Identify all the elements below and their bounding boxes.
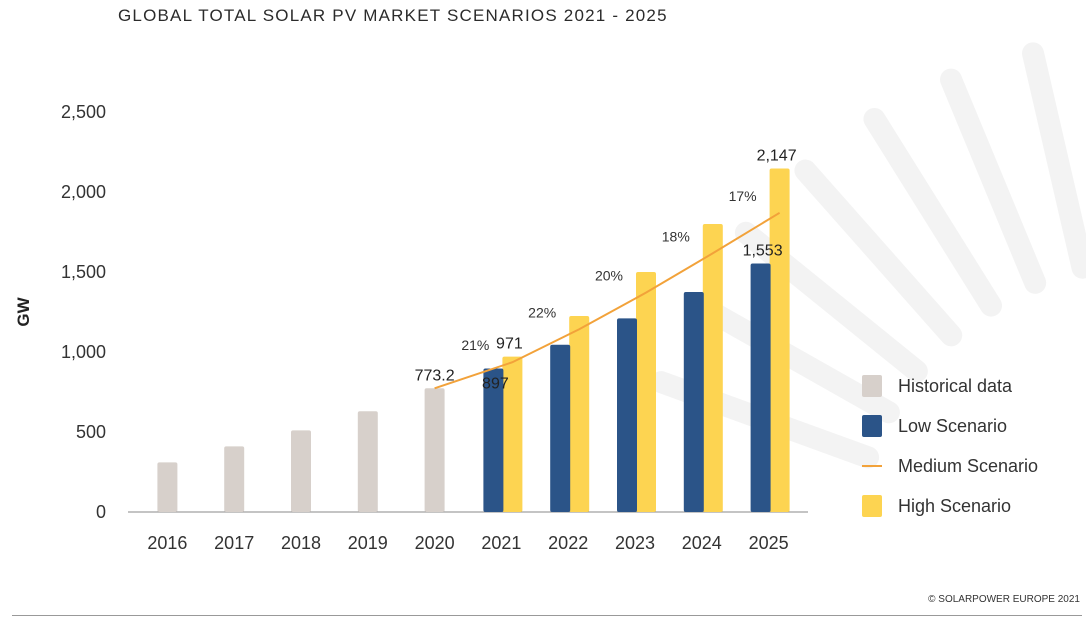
sunburst-ray bbox=[794, 159, 963, 347]
bar-low-scenario bbox=[483, 368, 504, 512]
growth-rate-label: 21% bbox=[461, 337, 489, 353]
bar-low-scenario bbox=[683, 292, 704, 512]
bar-high-scenario bbox=[769, 168, 790, 513]
legend-label-low: Low Scenario bbox=[898, 415, 1008, 436]
legend-swatch-low bbox=[862, 415, 882, 437]
data-label: 773.2 bbox=[415, 367, 455, 384]
growth-rate-label: 17% bbox=[729, 188, 757, 204]
legend-swatch-medium bbox=[862, 465, 882, 467]
bar-low-scenario bbox=[617, 318, 637, 512]
x-tick-label: 2024 bbox=[682, 533, 722, 553]
sunburst-ray bbox=[863, 108, 1003, 317]
x-tick-label: 2016 bbox=[147, 533, 187, 553]
sunburst-ray bbox=[1022, 42, 1086, 279]
y-tick-label: 1,500 bbox=[61, 262, 106, 282]
y-tick-label: 2,000 bbox=[61, 182, 106, 202]
legend-item-historical: Historical data bbox=[862, 366, 1038, 406]
footer-divider bbox=[12, 615, 1082, 616]
y-tick-label: 2,500 bbox=[61, 102, 106, 122]
bar-historical bbox=[424, 388, 445, 512]
data-label: 971 bbox=[496, 336, 523, 353]
legend-item-high: High Scenario bbox=[862, 486, 1038, 526]
legend-label-historical: Historical data bbox=[898, 375, 1013, 396]
x-tick-label: 2020 bbox=[415, 533, 455, 553]
bar-historical bbox=[291, 430, 311, 512]
y-tick-label: 1,000 bbox=[61, 342, 106, 362]
growth-rate-label: 20% bbox=[595, 268, 623, 284]
growth-rate-label: 18% bbox=[662, 228, 690, 244]
y-axis: 0 500 1,000 1,500 2,000 2,500 GW bbox=[14, 102, 106, 522]
data-labels-group: 773.2 971 897 2,147 1,553 bbox=[415, 147, 797, 392]
bar-low-scenario bbox=[550, 344, 571, 512]
x-tick-label: 2023 bbox=[615, 533, 655, 553]
bar-high-scenario bbox=[636, 272, 656, 512]
x-axis: 2016 2017 2018 2019 2020 2021 2022 2023 2024 2025 bbox=[128, 511, 808, 553]
x-tick-label: 2022 bbox=[548, 533, 588, 553]
copyright-text: © SOLARPOWER EUROPE 2021 bbox=[928, 594, 1080, 605]
legend-label-high: High Scenario bbox=[898, 495, 1012, 516]
medium-scenario-line-group: 21% 22% 20% 18% 17% bbox=[434, 188, 781, 390]
bar-high-scenario bbox=[702, 224, 723, 512]
y-tick-label: 500 bbox=[76, 422, 106, 442]
x-tick-label: 2017 bbox=[214, 533, 254, 553]
data-label: 897 bbox=[482, 375, 509, 392]
y-axis-label: GW bbox=[14, 296, 33, 326]
bar-historical bbox=[157, 462, 178, 512]
legend-label-medium: Medium Scenario bbox=[898, 455, 1039, 476]
medium-scenario-line bbox=[434, 211, 781, 390]
y-tick-label: 0 bbox=[96, 502, 106, 522]
x-tick-label: 2025 bbox=[749, 533, 789, 553]
bar-high-scenario bbox=[502, 356, 523, 512]
legend-swatch-high bbox=[862, 495, 882, 517]
x-tick-label: 2019 bbox=[348, 533, 388, 553]
x-tick-label: 2018 bbox=[281, 533, 321, 553]
data-label: 1,553 bbox=[743, 243, 783, 260]
growth-rate-label: 22% bbox=[528, 304, 556, 320]
bar-high-scenario bbox=[569, 316, 590, 512]
sunburst-ray bbox=[940, 68, 1047, 294]
bars-group bbox=[157, 168, 790, 513]
bar-low-scenario bbox=[750, 263, 771, 512]
legend-item-low: Low Scenario bbox=[862, 406, 1038, 446]
bar-historical bbox=[224, 446, 245, 512]
bar-historical bbox=[357, 411, 378, 512]
legend: Historical data Low Scenario Medium Scen… bbox=[862, 366, 1038, 526]
data-label: 2,147 bbox=[757, 147, 797, 164]
legend-item-medium: Medium Scenario bbox=[862, 446, 1038, 486]
sunburst-ray bbox=[686, 292, 900, 424]
x-tick-label: 2021 bbox=[481, 533, 521, 553]
legend-swatch-historical bbox=[862, 375, 882, 397]
chart-title: GLOBAL TOTAL SOLAR PV MARKET SCENARIOS 2… bbox=[118, 6, 668, 25]
